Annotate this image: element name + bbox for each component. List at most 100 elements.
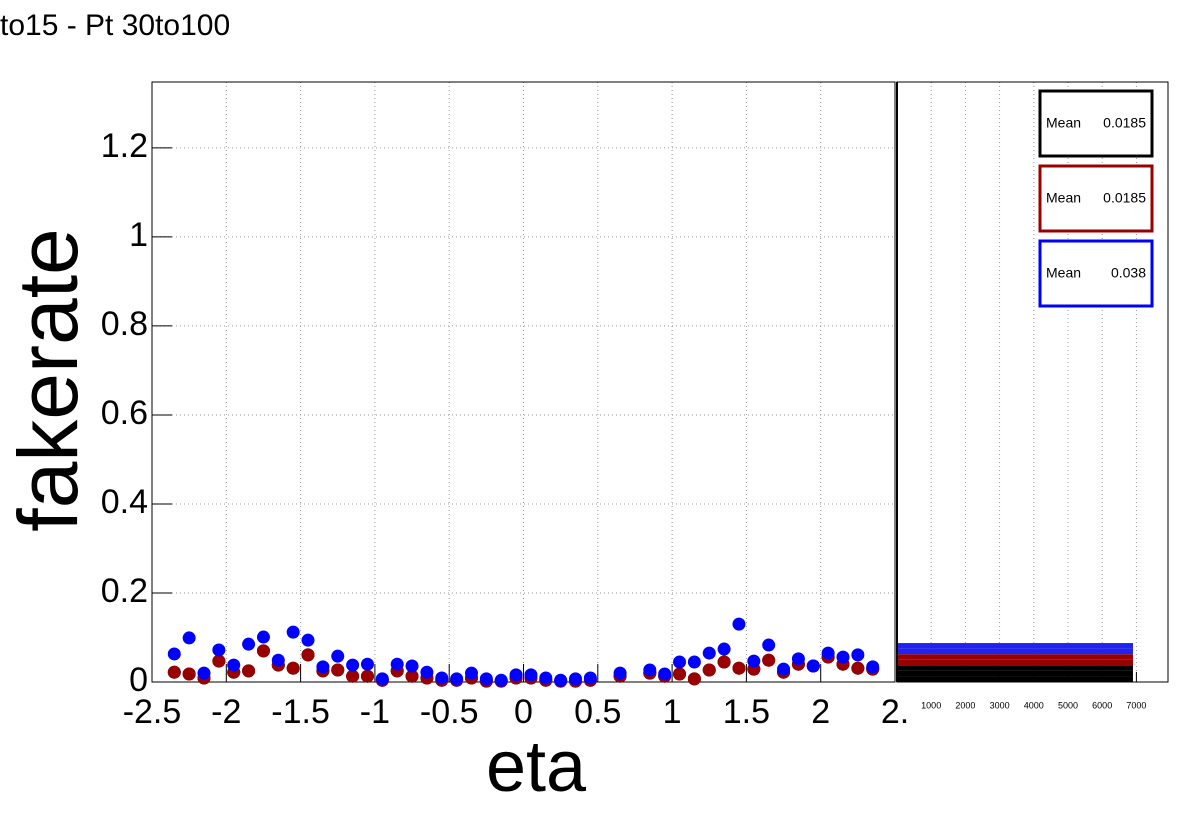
y-tick-label: 0 [129, 661, 148, 699]
data-point [777, 662, 791, 676]
chart-title: to15 - Pt 30to100 [0, 9, 230, 42]
data-point [494, 673, 508, 687]
data-point [791, 652, 805, 666]
x-tick-label: 0.5 [574, 693, 621, 731]
data-point [762, 638, 776, 652]
data-point [405, 669, 419, 683]
stats-label: Mean [1046, 265, 1081, 281]
data-point [182, 667, 196, 681]
stats-value: 0.0185 [1103, 115, 1146, 131]
y-tick-label: 0.8 [101, 305, 148, 343]
x-tick-label: 7000 [1126, 700, 1146, 710]
stats-label: Mean [1046, 190, 1081, 206]
data-point [643, 663, 657, 677]
data-point [583, 671, 597, 685]
data-point [435, 671, 449, 685]
data-point [346, 669, 360, 683]
data-point [866, 660, 880, 674]
data-point [479, 672, 493, 686]
stats-value: 0.038 [1111, 265, 1146, 281]
stats-box [1038, 164, 1154, 233]
data-point [212, 643, 226, 657]
data-point [360, 657, 374, 671]
bar [897, 670, 1133, 677]
data-point [212, 654, 226, 668]
data-point [286, 625, 300, 639]
plot-frame [151, 81, 896, 683]
data-point [702, 646, 716, 660]
data-point [375, 672, 389, 686]
bar [897, 648, 1133, 655]
x-tick-label: 4000 [1024, 700, 1044, 710]
data-point [702, 663, 716, 677]
data-point [687, 672, 701, 686]
data-point [851, 648, 865, 662]
data-point [242, 664, 256, 678]
data-point [524, 668, 538, 682]
data-point [167, 665, 181, 679]
data-point [806, 659, 820, 673]
bar [897, 654, 1133, 660]
stats-value: 0.0185 [1103, 190, 1146, 206]
bar [897, 659, 1133, 666]
data-point [658, 667, 672, 681]
data-point [732, 617, 746, 631]
x-axis-label: eta [486, 727, 587, 807]
data-point [197, 666, 211, 680]
data-point [271, 653, 285, 667]
data-point [331, 649, 345, 663]
data-point [331, 663, 345, 677]
bar [897, 676, 1133, 682]
data-point [821, 646, 835, 660]
stats-box [1038, 239, 1154, 308]
data-point [301, 633, 315, 647]
data-point [360, 669, 374, 683]
data-point [316, 660, 330, 674]
data-point [732, 661, 746, 675]
data-point [286, 661, 300, 675]
x-tick-label: 5000 [1058, 700, 1078, 710]
data-point [390, 657, 404, 671]
data-point [836, 650, 850, 664]
x-tick-label: 1 [663, 693, 682, 731]
stats-box [1038, 89, 1154, 158]
bar [897, 643, 1133, 649]
data-point [346, 658, 360, 672]
data-point [256, 644, 270, 658]
x-tick-label: -2.5 [123, 693, 182, 731]
x-tick-label: 6000 [1092, 700, 1112, 710]
data-point [509, 668, 523, 682]
data-point [687, 655, 701, 669]
bar [897, 665, 1133, 671]
y-tick-label: 1.2 [101, 127, 148, 165]
x-tick-label: 2000 [955, 700, 975, 710]
x-tick-label: -1.5 [271, 693, 330, 731]
x-tick-label: 0 [514, 693, 533, 731]
y-tick-label: 1 [129, 216, 148, 254]
data-point [420, 665, 434, 679]
data-point [167, 647, 181, 661]
data-point [717, 655, 731, 669]
data-point [256, 630, 270, 644]
x-tick-label: -1 [360, 693, 390, 731]
data-point [242, 637, 256, 651]
data-point [464, 666, 478, 680]
data-point [554, 673, 568, 687]
y-axis-label: fakerate [1, 228, 95, 532]
y-tick-label: 0.4 [101, 483, 148, 521]
data-point [717, 642, 731, 656]
x-tick-label: -2 [211, 693, 241, 731]
y-tick-label: 0.2 [101, 572, 148, 610]
data-point [762, 653, 776, 667]
data-point [301, 648, 315, 662]
data-point [227, 658, 241, 672]
x-tick-label: 1.5 [723, 693, 770, 731]
data-point [613, 666, 627, 680]
x-tick-label: -0.5 [420, 693, 479, 731]
data-point [673, 667, 687, 681]
data-point [405, 659, 419, 673]
data-point [569, 672, 583, 686]
y-tick-label: 0.6 [101, 394, 148, 432]
x-tick-label: 2. [881, 693, 909, 731]
